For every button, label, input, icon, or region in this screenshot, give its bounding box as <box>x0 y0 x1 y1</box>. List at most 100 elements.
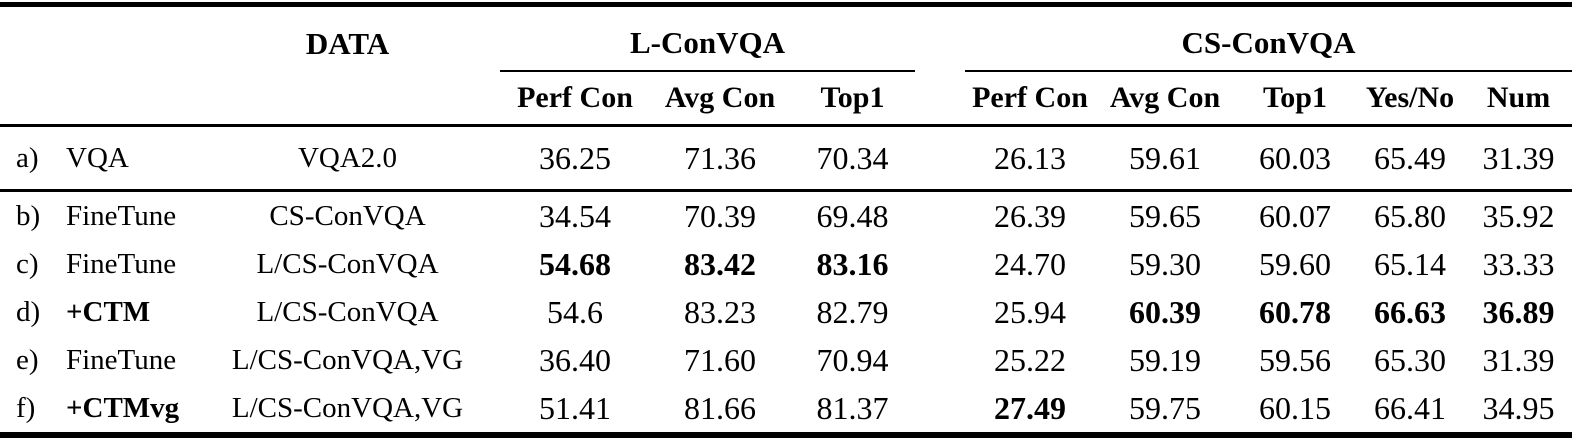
column-header-cs-top1: Top1 <box>1235 71 1355 127</box>
value-cell: 54.68 <box>539 245 611 282</box>
column-gap <box>475 240 500 288</box>
value-cell: 33.33 <box>1482 245 1555 282</box>
column-header-cs-perf-con: Perf Con <box>965 71 1095 127</box>
column-header-l-perf-con: Perf Con <box>500 71 650 127</box>
column-group-cs-convqa: CS-ConVQA <box>965 4 1572 72</box>
row-label: f) <box>16 391 36 424</box>
value-cell: 54.6 <box>547 293 603 330</box>
value-cell: 70.39 <box>684 197 756 234</box>
value-cell: 65.30 <box>1374 341 1446 378</box>
value-cell: 24.70 <box>994 245 1066 282</box>
value-cell: 82.79 <box>816 293 889 330</box>
header-spacer <box>220 71 475 127</box>
value-cell: 83.42 <box>684 245 756 282</box>
column-gap <box>915 336 965 384</box>
value-cell: 25.94 <box>994 293 1066 330</box>
column-gap <box>915 125 965 192</box>
method-cell: FineTune <box>66 199 177 232</box>
value-cell: 51.41 <box>539 389 611 426</box>
column-gap <box>475 71 500 127</box>
column-gap <box>915 384 965 435</box>
row-label: d) <box>16 295 41 328</box>
column-group-l-convqa: L-ConVQA <box>500 4 915 72</box>
value-cell: 60.07 <box>1259 197 1331 234</box>
table-row: c) FineTune L/CS-ConVQA 54.68 83.42 83.1… <box>0 240 1572 288</box>
value-cell: 71.36 <box>650 125 790 192</box>
value-cell: 59.19 <box>1129 341 1201 378</box>
value-cell: 36.40 <box>539 341 611 378</box>
method-cell: FineTune <box>66 343 177 376</box>
value-cell: 60.15 <box>1259 389 1331 426</box>
column-gap <box>475 336 500 384</box>
value-cell: 65.14 <box>1374 245 1446 282</box>
group-header-row: DATA L-ConVQA CS-ConVQA <box>0 4 1572 72</box>
value-cell: 66.41 <box>1374 389 1446 426</box>
value-cell: 65.80 <box>1374 197 1446 234</box>
value-cell: 27.49 <box>994 389 1066 426</box>
data-cell: CS-ConVQA <box>269 199 426 232</box>
table-row: d) +CTM L/CS-ConVQA 54.6 83.23 82.79 25.… <box>0 288 1572 336</box>
column-gap <box>915 191 965 241</box>
value-cell: 71.60 <box>684 341 756 378</box>
data-cell: L/CS-ConVQA,VG <box>231 391 464 424</box>
table-row: a) VQA VQA2.0 36.25 71.36 70.34 26.13 59… <box>0 125 1572 192</box>
value-cell: 70.94 <box>816 341 889 378</box>
method-cell: +CTMvg <box>66 391 180 424</box>
value-cell: 59.56 <box>1259 341 1331 378</box>
column-gap <box>475 125 500 192</box>
column-gap <box>915 240 965 288</box>
column-header-cs-yes-no: Yes/No <box>1355 71 1465 127</box>
column-gap <box>475 288 500 336</box>
column-gap <box>475 191 500 241</box>
subheader-row: Perf Con Avg Con Top1 Perf Con Avg Con T… <box>0 71 1572 127</box>
value-cell: 59.65 <box>1129 197 1201 234</box>
value-cell: 26.39 <box>994 197 1066 234</box>
value-cell: 81.37 <box>816 389 889 426</box>
value-cell: 60.39 <box>1129 293 1201 330</box>
value-cell: 26.13 <box>965 125 1095 192</box>
value-cell: 66.63 <box>1374 293 1446 330</box>
column-gap <box>915 5 965 72</box>
value-cell: 69.48 <box>816 197 889 234</box>
column-gap <box>475 384 500 435</box>
value-cell: 60.78 <box>1259 293 1331 330</box>
table-row: b) FineTune CS-ConVQA 34.54 70.39 69.48 … <box>0 191 1572 241</box>
column-header-l-top1: Top1 <box>790 71 915 127</box>
column-header-l-avg-con: Avg Con <box>650 71 790 127</box>
header-spacer <box>0 71 220 127</box>
data-cell: L/CS-ConVQA <box>256 295 439 328</box>
table-row: e) FineTune L/CS-ConVQA,VG 36.40 71.60 7… <box>0 336 1572 384</box>
column-header-cs-avg-con: Avg Con <box>1095 71 1235 127</box>
value-cell: 60.03 <box>1235 125 1355 192</box>
column-gap <box>915 288 965 336</box>
value-cell: 36.89 <box>1482 293 1555 330</box>
method-cell: +CTM <box>66 295 151 328</box>
value-cell: 36.25 <box>500 125 650 192</box>
value-cell: 59.30 <box>1129 245 1201 282</box>
value-cell: 25.22 <box>994 341 1066 378</box>
value-cell: 31.39 <box>1465 125 1572 192</box>
value-cell: 34.95 <box>1482 389 1555 426</box>
value-cell: 83.23 <box>684 293 756 330</box>
column-gap <box>475 5 500 72</box>
data-cell: VQA2.0 <box>220 125 475 192</box>
column-gap <box>915 71 965 127</box>
row-label: c) <box>16 247 39 280</box>
value-cell: 59.61 <box>1095 125 1235 192</box>
value-cell: 34.54 <box>539 197 611 234</box>
method-cell: VQA <box>60 125 220 192</box>
row-label: b) <box>16 199 41 232</box>
data-cell: L/CS-ConVQA,VG <box>231 343 464 376</box>
row-label: a) <box>0 125 60 192</box>
value-cell: 35.92 <box>1482 197 1555 234</box>
value-cell: 70.34 <box>790 125 915 192</box>
column-header-data: DATA <box>305 26 390 61</box>
value-cell: 81.66 <box>684 389 756 426</box>
method-cell: FineTune <box>66 247 177 280</box>
table-row: f) +CTMvg L/CS-ConVQA,VG 51.41 81.66 81.… <box>0 384 1572 435</box>
value-cell: 31.39 <box>1482 341 1555 378</box>
row-label: e) <box>16 343 39 376</box>
data-cell: L/CS-ConVQA <box>256 247 439 280</box>
value-cell: 83.16 <box>816 245 889 282</box>
